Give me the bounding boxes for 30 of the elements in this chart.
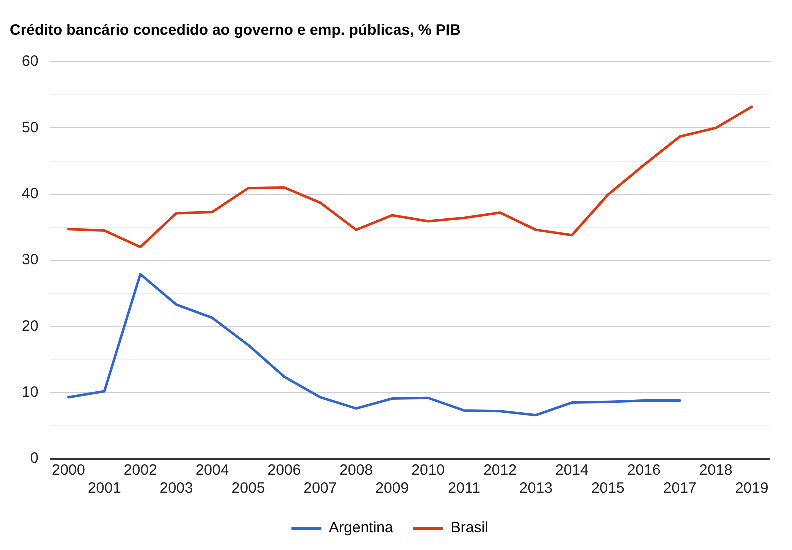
x-tick-label: 2000: [52, 462, 86, 480]
x-tick-label: 2016: [627, 462, 661, 480]
x-tick-label: 2017: [663, 480, 697, 498]
legend-label: Argentina: [329, 520, 394, 537]
y-tick-label: 0: [30, 450, 39, 468]
y-tick-label: 20: [22, 318, 39, 335]
x-tick-label: 2008: [340, 462, 374, 480]
x-tick-label: 2015: [591, 480, 625, 498]
chart-title: Crédito bancário concedido ao governo e emp. públicas, % PIB: [10, 22, 462, 40]
x-tick-label: 2001: [88, 480, 122, 498]
x-tick-label: 2007: [304, 480, 338, 498]
y-tick-label: 40: [22, 185, 39, 202]
y-tick-label: 10: [22, 384, 39, 401]
x-tick-label: 2011: [448, 480, 480, 498]
x-tick-label: 2014: [556, 462, 589, 480]
x-tick-label: 2003: [160, 480, 194, 498]
y-tick-label: 30: [22, 252, 39, 269]
x-tick-label: 2009: [376, 480, 410, 498]
x-tick-label: 2018: [699, 462, 733, 480]
x-tick-label: 2010: [412, 462, 446, 480]
legend-label: Brasil: [450, 520, 488, 537]
y-tick-label: 50: [22, 119, 39, 136]
x-tick-label: 2005: [232, 480, 266, 498]
x-tick-label: 2012: [484, 462, 517, 480]
x-tick-label: 2006: [268, 462, 302, 480]
x-tick-label: 2004: [196, 462, 230, 480]
y-tick-label: 60: [22, 53, 39, 70]
x-tick-label: 2013: [520, 480, 553, 498]
x-tick-label: 2002: [124, 462, 158, 480]
x-tick-label: 2019: [735, 480, 769, 498]
